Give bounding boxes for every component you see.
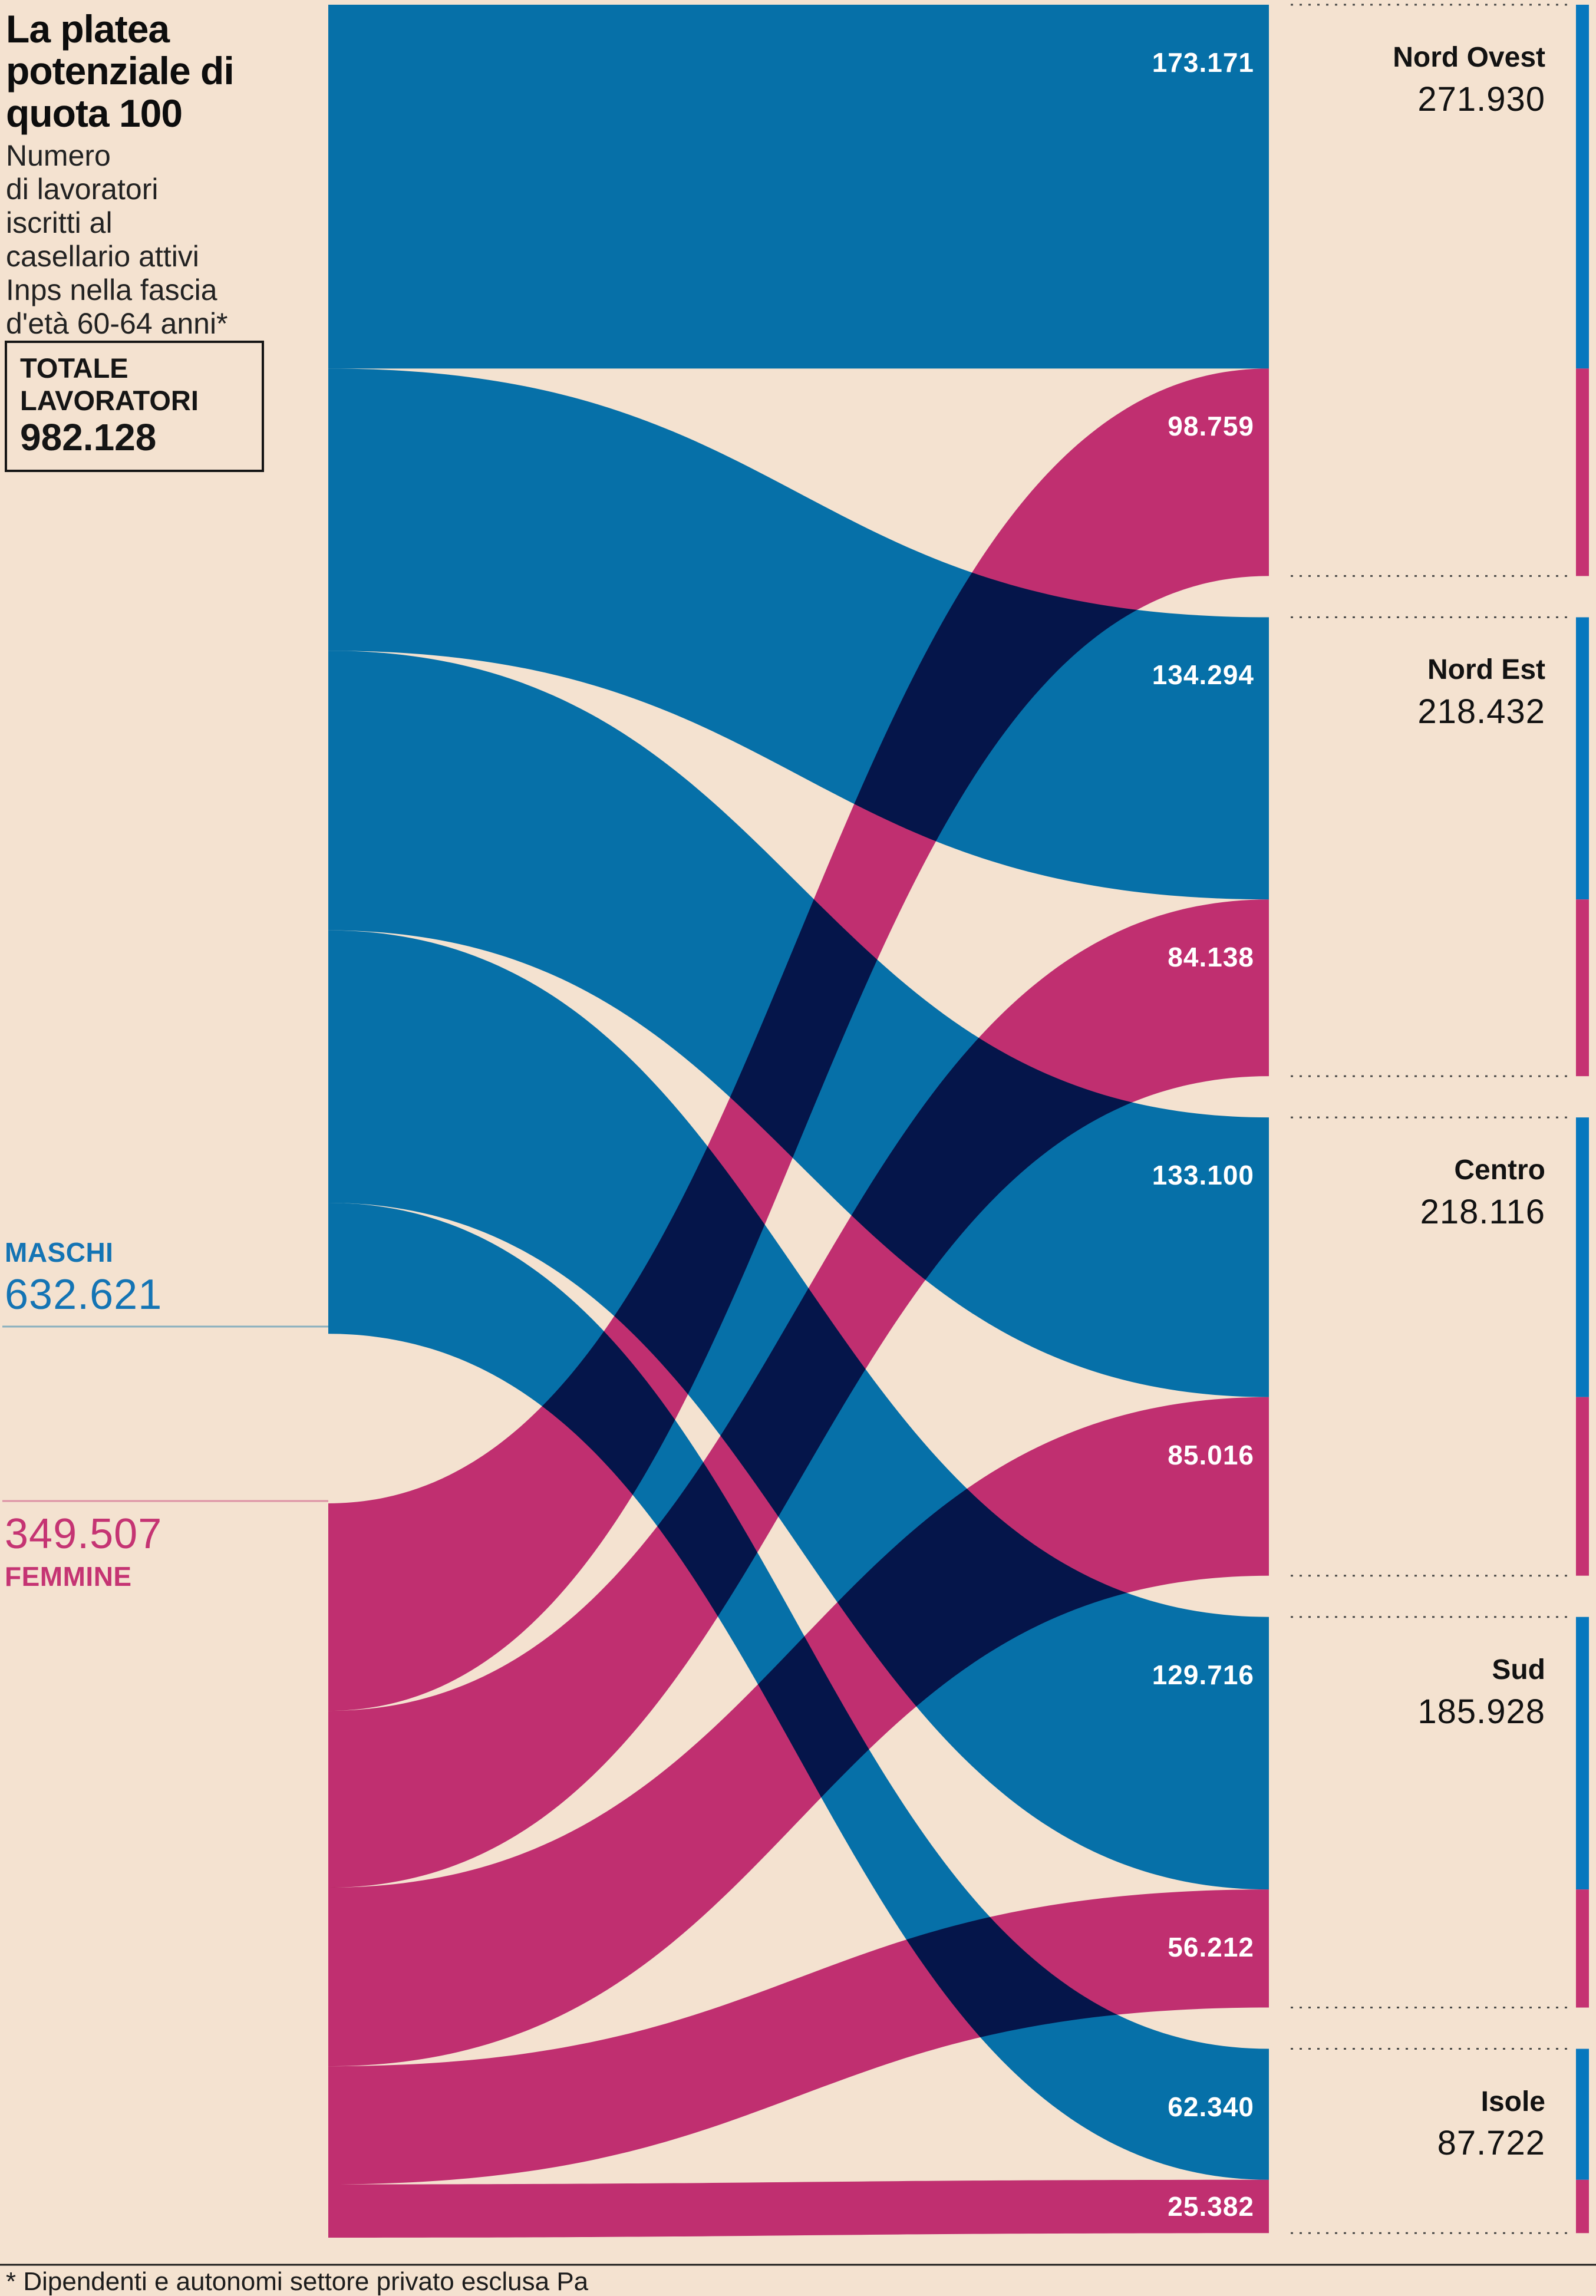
flow-value-maschi-centro: 133.100 xyxy=(1152,1160,1254,1191)
region-bar-maschi-sud xyxy=(1576,1617,1589,1890)
region-label-sud: Sud 185.928 xyxy=(1417,1654,1545,1731)
total-box-label-line2: LAVORATORI xyxy=(20,384,199,416)
flow-value-femmine-nord-ovest: 98.759 xyxy=(1168,411,1254,442)
flow-value-femmine-sud: 56.212 xyxy=(1168,1932,1254,1963)
subtitle-line: casellario attivi xyxy=(6,240,199,273)
region-label-centro: Centro 218.116 xyxy=(1420,1154,1545,1232)
region-bar-femmine-centro xyxy=(1576,1397,1589,1576)
region-name-sud: Sud xyxy=(1492,1654,1545,1685)
flow-value-maschi-nord-ovest: 173.171 xyxy=(1152,47,1254,78)
flow-femmine-centro xyxy=(328,1397,1269,2067)
source-maschi-label: MASCHI 632.621 xyxy=(5,1236,162,1318)
region-bar-femmine-nord-ovest xyxy=(1576,368,1589,576)
region-total-nord-ovest: 271.930 xyxy=(1417,80,1545,118)
region-name-centro: Centro xyxy=(1454,1154,1545,1186)
chart-footnote: * Dipendenti e autonomi settore privato … xyxy=(6,2267,589,2296)
region-bar-maschi-nord-est xyxy=(1576,617,1589,900)
femmine-value: 349.507 xyxy=(5,1510,163,1558)
flow-femmine-nord-est xyxy=(328,899,1269,1888)
flow-value-maschi-isole: 62.340 xyxy=(1168,2091,1254,2122)
flow-maschi-nord-est xyxy=(328,368,1269,900)
region-label-isole: Isole 87.722 xyxy=(1437,2086,1545,2163)
subtitle-line: iscritti al xyxy=(6,206,113,239)
flow-maschi-nord-ovest xyxy=(328,5,1269,369)
total-box-value: 982.128 xyxy=(20,416,157,459)
flow-value-femmine-isole: 25.382 xyxy=(1168,2191,1254,2222)
subtitle-line: d'età 60-64 anni* xyxy=(6,307,228,340)
subtitle-line: Numero xyxy=(6,139,111,172)
region-total-sud: 185.928 xyxy=(1417,1692,1545,1731)
chart-subtitle: Numero di lavoratori iscritti al casellario… xyxy=(6,139,312,341)
source-femmine-label: 349.507 FEMMINE xyxy=(5,1512,162,1592)
region-name-nord-est: Nord Est xyxy=(1427,654,1545,686)
total-box-label-line1: TOTALE xyxy=(20,352,128,384)
flow-value-maschi-sud: 129.716 xyxy=(1152,1659,1254,1690)
flow-femmine-isole xyxy=(328,2179,1269,2238)
maschi-name: MASCHI xyxy=(5,1237,114,1268)
total-workers-box: TOTALE LAVORATORI 982.128 xyxy=(5,341,264,472)
flow-value-femmine-centro: 85.016 xyxy=(1168,1439,1254,1470)
region-name-isole: Isole xyxy=(1480,2086,1545,2117)
subtitle-line: di lavoratori xyxy=(6,173,159,206)
region-bar-femmine-nord-est xyxy=(1576,899,1589,1077)
region-total-isole: 87.722 xyxy=(1437,2124,1545,2163)
subtitle-line: Inps nella fascia xyxy=(6,273,217,306)
region-bar-maschi-centro xyxy=(1576,1117,1589,1397)
flow-femmine-sud xyxy=(328,1889,1269,2185)
region-bar-femmine-sud xyxy=(1576,1889,1589,2008)
region-label-nord-est: Nord Est 218.432 xyxy=(1417,655,1545,731)
flow-value-femmine-nord-est: 84.138 xyxy=(1168,942,1254,973)
region-bar-maschi-isole xyxy=(1576,2048,1589,2180)
chart-title: La platea potenziale di quota 100 xyxy=(6,7,235,135)
maschi-value: 632.621 xyxy=(5,1271,163,1318)
region-bar-maschi-nord-ovest xyxy=(1576,5,1589,369)
region-total-nord-est: 218.432 xyxy=(1417,692,1545,731)
region-total-centro: 218.116 xyxy=(1420,1192,1545,1231)
region-bar-femmine-isole xyxy=(1576,2179,1589,2234)
region-name-nord-ovest: Nord Ovest xyxy=(1393,42,1545,73)
femmine-name: FEMMINE xyxy=(5,1561,132,1592)
region-label-nord-ovest: Nord Ovest 271.930 xyxy=(1393,42,1545,119)
flow-value-maschi-nord-est: 134.294 xyxy=(1152,659,1254,691)
flow-femmine-nord-ovest xyxy=(328,368,1269,1711)
